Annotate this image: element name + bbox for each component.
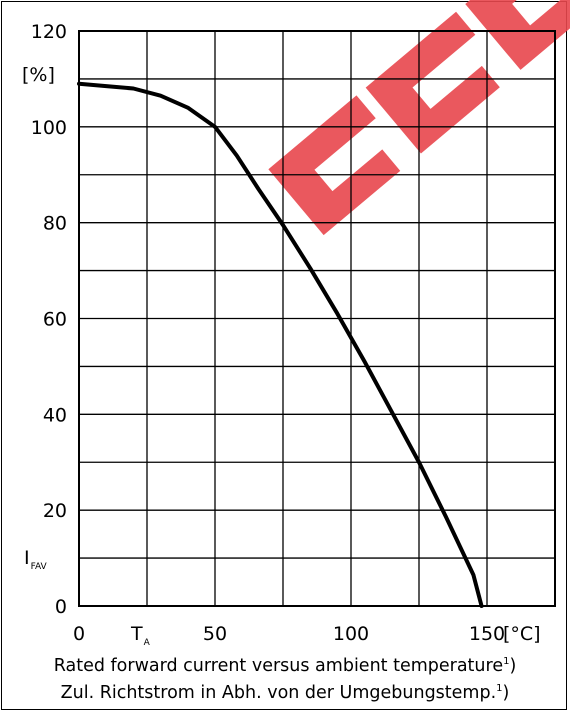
watermark-shape	[365, 11, 500, 154]
series-layer	[77, 81, 484, 608]
watermark-logo	[268, 0, 570, 236]
plot-area	[78, 30, 556, 607]
caption-english: Rated forward current versus ambient tem…	[53, 656, 517, 676]
y-axis-label-subscript: FAV	[31, 562, 48, 572]
y-axis-label: IFAV	[24, 547, 48, 572]
y-tick-label: 20	[43, 500, 67, 522]
x-tick-labels: 0 50 100 150	[73, 623, 505, 645]
caption-german: Zul. Richtstrom in Abh. von der Umgebung…	[60, 683, 510, 703]
series-line-0	[77, 81, 484, 608]
x-axis-label-subscript: A	[144, 638, 151, 648]
y-tick-label: 40	[43, 404, 67, 426]
x-tick-label: 50	[203, 623, 227, 645]
x-tick-label: 150	[469, 623, 505, 645]
y-tick-label: 60	[43, 309, 67, 331]
watermark-shape	[465, 0, 570, 70]
y-unit-label: [%]	[22, 64, 55, 86]
x-axis-label: TA	[130, 623, 151, 648]
chart-grid	[78, 30, 556, 607]
y-tick-label: 0	[55, 596, 67, 618]
y-tick-label: 80	[43, 213, 67, 235]
x-tick-label: 100	[333, 623, 369, 645]
y-tick-label: 100	[31, 117, 67, 139]
y-tick-label: 120	[31, 21, 67, 43]
x-tick-label: 0	[73, 623, 85, 645]
x-unit-label: [°C]	[503, 623, 541, 645]
y-tick-labels: 0 20 40 60 80 100 120	[31, 21, 67, 618]
watermark-shape	[268, 95, 401, 236]
